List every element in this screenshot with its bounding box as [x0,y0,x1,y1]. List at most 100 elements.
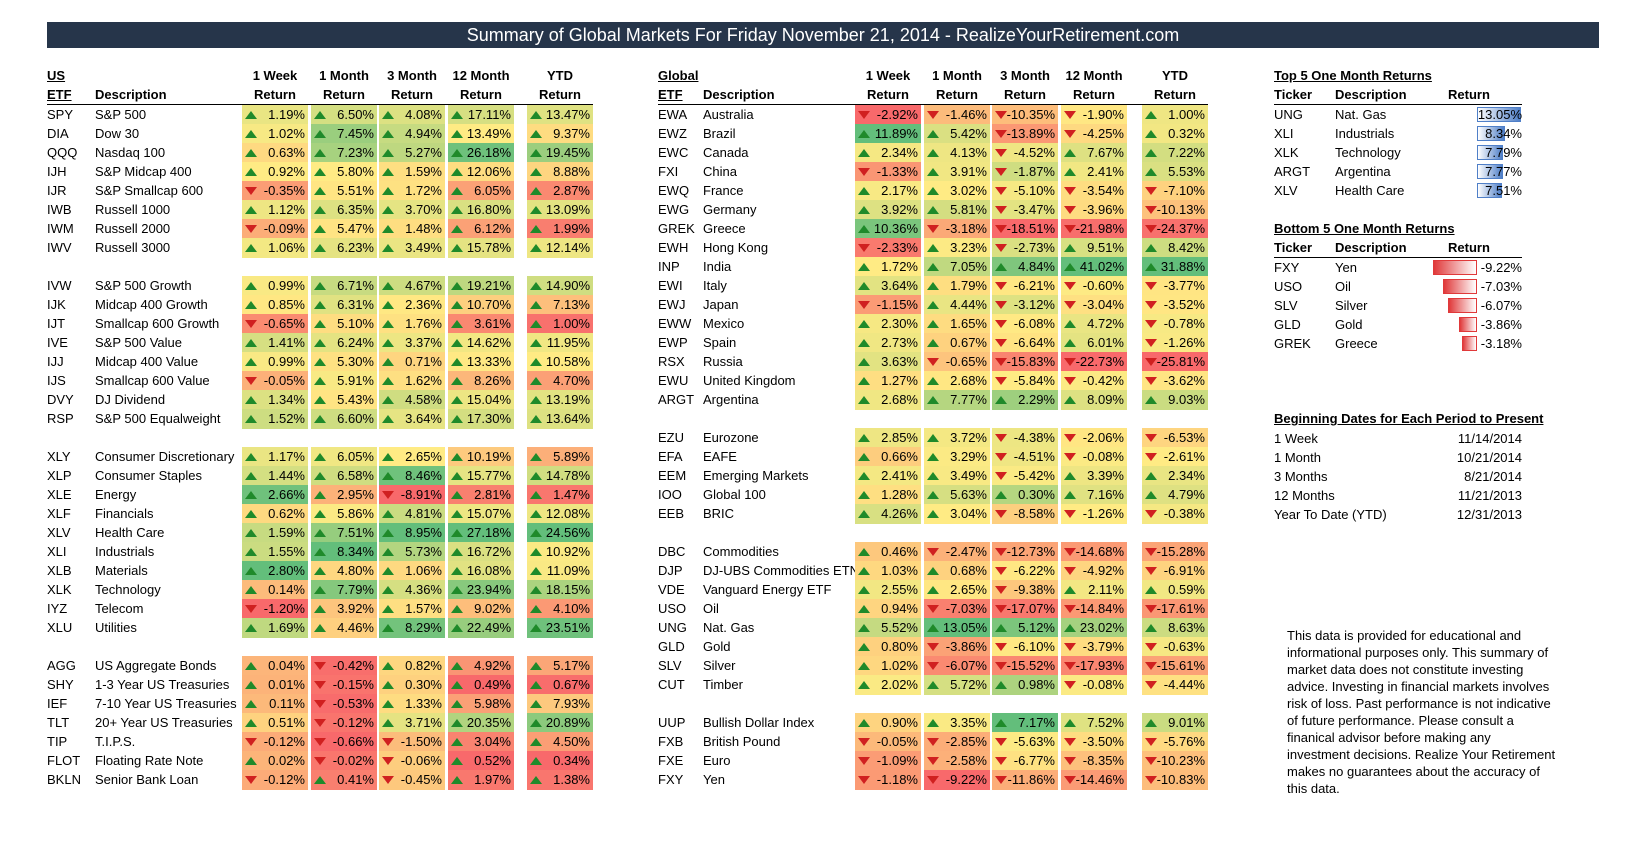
us-return-value: -0.12% [332,715,374,730]
us-return-value: 6.05% [337,449,374,464]
triangle-up-icon [245,472,257,480]
triangle-up-icon [382,396,394,404]
global-return-cell: 9.03% [1142,390,1208,410]
triangle-up-icon [858,586,870,594]
global-return-cell: -3.86% [924,637,990,657]
triangle-up-icon [995,719,1007,727]
us-return-value: -0.45% [400,772,442,787]
global-return-value: -4.38% [1013,430,1055,445]
us-return-value: 20.89% [545,715,590,730]
global-ticker: FXY [658,772,684,787]
global-return-value: 0.59% [1168,582,1205,597]
triangle-down-icon [1145,643,1157,651]
global-ticker: EWG [658,202,690,217]
global-return-cell: 2.17% [855,181,921,201]
us-ticker: AGG [47,658,76,673]
global-description: BRIC [703,506,735,521]
triangle-down-icon [1064,301,1076,309]
us-return-value: 2.80% [268,563,305,578]
us-return-value: 8.26% [474,373,511,388]
global-return-cell: -12.73% [992,542,1058,562]
us-return-cell: 23.51% [527,618,593,638]
us-ticker: XLE [47,487,72,502]
us-return-value: 22.49% [466,620,511,635]
global-return-cell: 3.49% [924,466,990,486]
triangle-down-icon [1064,282,1076,290]
us-description: Senior Bank Loan [95,772,199,787]
bottom5-return-value: -9.22% [1480,260,1522,275]
us-description: 1-3 Year US Treasuries [95,677,230,692]
global-return-cell: -6.91% [1142,561,1208,581]
us-return-value: 5.43% [337,392,374,407]
triangle-up-icon [530,149,542,157]
triangle-up-icon [382,320,394,328]
triangle-up-icon [382,225,394,233]
us-return-value: 1.69% [268,620,305,635]
triangle-up-icon [530,396,542,404]
triangle-up-icon [245,168,257,176]
triangle-up-icon [382,358,394,366]
global-return-value: -2.06% [1082,430,1124,445]
global-return-cell: -0.42% [1061,371,1127,391]
global-return-value: -6.64% [1013,335,1055,350]
global-return-value: 4.26% [881,506,918,521]
triangle-up-icon [858,206,870,214]
global-return-value: -5.42% [1013,468,1055,483]
global-return-cell: -10.23% [1142,751,1208,771]
global-return-cell: -9.22% [924,770,990,790]
global-return-value: -3.62% [1163,373,1205,388]
us-return-cell: 0.34% [527,751,593,771]
triangle-up-icon [858,320,870,328]
global-description: Eurozone [703,430,759,445]
global-return-value: 7.67% [1087,145,1124,160]
global-ticker: USO [658,601,687,616]
global-ticker: GREK [658,221,695,236]
triangle-down-icon [1064,206,1076,214]
global-return-cell: 0.66% [855,447,921,467]
triangle-up-icon [382,510,394,518]
global-return-value: 2.68% [881,392,918,407]
triangle-up-icon [382,719,394,727]
us-return-value: 0.99% [268,278,305,293]
us-return-cell: -0.05% [242,371,308,391]
global-return-cell: 1.27% [855,371,921,391]
triangle-up-icon [451,510,463,518]
us-return-value: 4.67% [405,278,442,293]
triangle-up-icon [1064,586,1076,594]
triangle-up-icon [858,339,870,347]
global-return-cell: -17.61% [1142,599,1208,619]
top5-col-1: Description [1335,87,1407,102]
us-return-cell: 23.94% [448,580,514,600]
us-return-cell: 6.12% [448,219,514,239]
us-return-value: 15.07% [466,506,511,521]
us-return-cell: 7.45% [311,124,377,144]
us-return-cell: 8.46% [379,466,445,486]
global-return-cell: 0.90% [855,713,921,733]
us-ticker: IJR [47,183,67,198]
us-ticker: TIP [47,734,68,749]
us-return-cell: 6.23% [311,238,377,258]
global-description: France [703,183,744,198]
us-return-cell: 5.91% [311,371,377,391]
global-return-cell: 0.80% [855,637,921,657]
us-header-underline [47,104,593,105]
us-description: Dow 30 [95,126,140,141]
us-return-cell: 0.11% [242,694,308,714]
global-return-value: -6.22% [1013,563,1055,578]
triangle-up-icon [995,624,1007,632]
global-return-value: 1.27% [881,373,918,388]
triangle-up-icon [927,453,939,461]
global-return-value: -10.23% [1156,753,1205,768]
us-ticker: XLK [47,582,72,597]
us-period-3: 12 Month [452,68,510,83]
us-return-cell: 13.19% [527,390,593,410]
global-return-cell: -5.84% [992,371,1058,391]
global-return-value: 3.72% [950,430,987,445]
us-return-cell: 0.63% [242,143,308,163]
global-return-value: 2.41% [1087,164,1124,179]
global-return-cell: 11.89% [855,124,921,144]
triangle-up-icon [530,111,542,119]
us-return-cell: 1.38% [527,770,593,790]
us-description: T.I.P.S. [95,734,136,749]
us-return-cell: 4.80% [311,561,377,581]
